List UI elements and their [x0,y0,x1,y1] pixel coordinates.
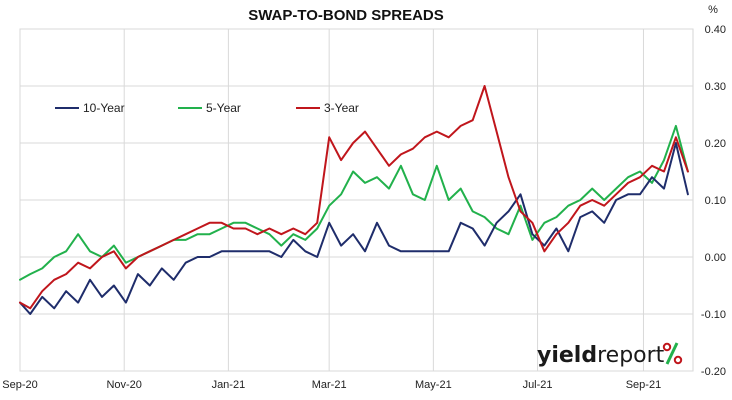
series-line-3-year [19,85,689,310]
y-axis-unit: % [708,4,718,16]
x-tick-label: Jan-21 [212,379,246,391]
y-tick-label: 0.40 [705,24,726,36]
series-line-10-year [19,142,689,315]
yieldreport-logo: yieldreport [537,342,683,368]
logo-percent-slash [665,342,679,365]
legend-label: 5-Year [206,101,241,115]
legend: 10-Year 5-Year 3-Year [55,101,359,115]
axes: 0.40 0.30 0.20 0.10 0.00 -0.10 -0.20 Sep-20 Nov-… [2,24,726,391]
x-tick-label: Mar-21 [312,379,347,391]
series-line-5-year [19,124,689,281]
chart-title: SWAP-TO-BOND SPREADS [248,7,444,24]
y-tick-label: 0.20 [705,138,726,150]
x-tick-label: Sep-20 [2,379,37,391]
legend-label: 3-Year [324,101,359,115]
series-lines [19,85,689,315]
y-tick-label: 0.30 [705,81,726,93]
y-tick-label: -0.10 [701,309,726,321]
logo-percent-dot [662,342,672,352]
y-tick-label: -0.20 [701,366,726,378]
x-tick-label: Nov-20 [106,379,141,391]
x-tick-label: Sep-21 [626,379,661,391]
y-tick-label: 0.00 [705,252,726,264]
y-tick-label: 0.10 [705,195,726,207]
logo-text-light: report [597,343,665,368]
logo-percent-dot [673,355,683,365]
logo-text: yieldreport [537,343,665,368]
logo-text-bold: yield [537,343,597,368]
logo-percent-symbol [662,342,683,365]
legend-label: 10-Year [83,101,125,115]
x-tick-label: Jul-21 [523,379,553,391]
x-tick-label: May-21 [415,379,452,391]
